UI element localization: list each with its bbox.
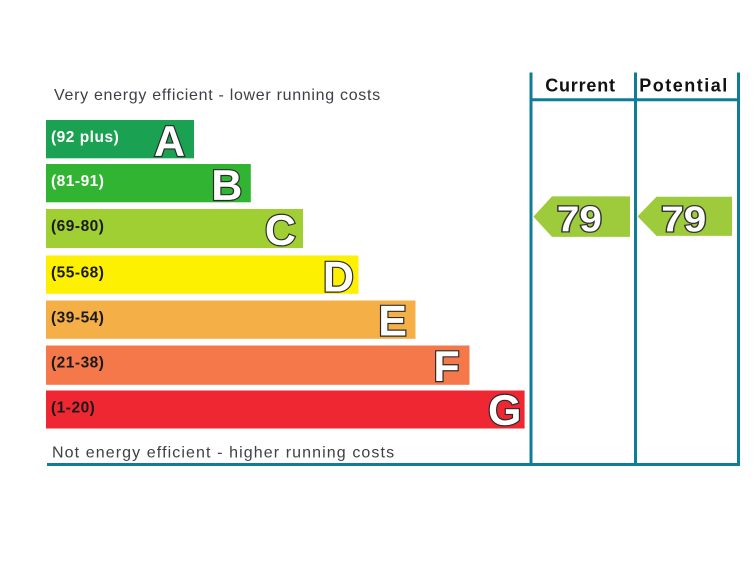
svg-text:F: F	[433, 343, 459, 391]
svg-text:Very energy efficient - lower: Very energy efficient - lower running co…	[54, 87, 381, 104]
svg-text:(69-80): (69-80)	[51, 218, 104, 235]
svg-text:G: G	[488, 387, 521, 435]
svg-text:79: 79	[557, 198, 602, 239]
svg-text:79: 79	[661, 198, 706, 239]
svg-text:E: E	[378, 297, 407, 345]
svg-text:Current: Current	[545, 76, 616, 96]
svg-text:(55-68): (55-68)	[51, 265, 104, 282]
svg-text:D: D	[323, 253, 354, 301]
svg-text:B: B	[211, 162, 242, 210]
svg-text:(81-91): (81-91)	[51, 173, 104, 190]
svg-text:Potential: Potential	[639, 76, 729, 96]
svg-text:(1-20): (1-20)	[51, 400, 95, 417]
svg-text:C: C	[265, 207, 296, 255]
svg-text:A: A	[154, 118, 185, 166]
svg-text:(21-38): (21-38)	[51, 355, 104, 372]
svg-text:Not energy efficient - higher: Not energy efficient - higher running co…	[52, 445, 395, 462]
svg-text:(39-54): (39-54)	[51, 310, 104, 327]
svg-text:(92 plus): (92 plus)	[51, 129, 119, 146]
